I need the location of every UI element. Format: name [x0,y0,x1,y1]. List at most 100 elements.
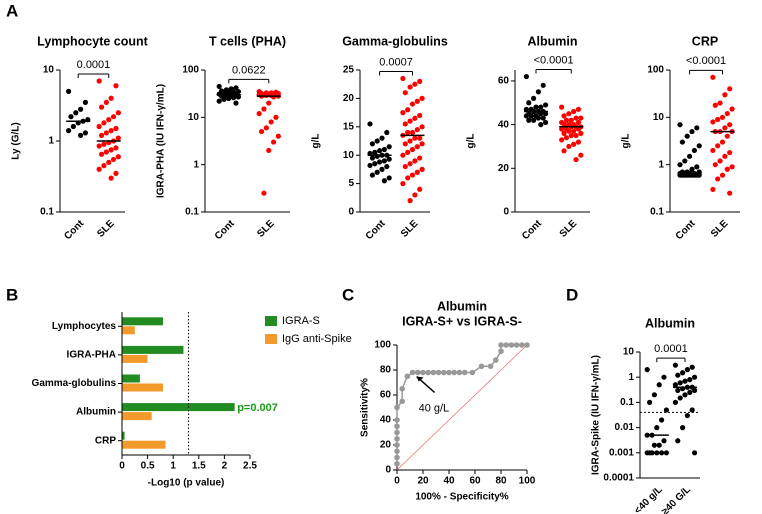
roc-point [399,398,406,405]
data-point [405,149,411,155]
y-tick-label: 60 [498,76,510,87]
x-tick-label: 1 [170,461,176,472]
roc-point [415,369,421,376]
data-point [679,139,686,145]
y-tick-label: Albumin [76,407,116,418]
data-point [651,442,658,448]
data-point [405,129,411,136]
x-tick-label: ≥40 G/L [660,484,693,514]
y-tick-label: 0.1 [40,207,54,218]
data-point [722,92,728,98]
bar [122,383,163,392]
data-point [372,161,378,167]
x-tick-label: 0.5 [141,461,155,472]
data-point [691,147,698,154]
data-point [412,192,418,198]
roc-point [456,369,463,376]
y-tick-label: 5 [348,178,354,189]
data-point [96,123,102,130]
y-tick-label: CRP [95,435,116,446]
x-tick-label: SLE [255,218,277,240]
p-value: 0.0001 [77,59,111,71]
data-point [566,111,572,117]
data-point [687,377,693,383]
data-point [689,128,695,135]
data-point [417,186,423,192]
y-tick-label: Lymphocytes [52,321,117,332]
data-point [96,78,102,84]
bar [122,345,184,354]
x-axis-label: -Log10 (p value) [148,478,225,489]
data-point [402,90,408,96]
y-axis-label: Sensitivity% [360,378,371,437]
data-point [672,399,679,405]
data-point [578,115,584,121]
y-tick-label: 1 [48,136,54,147]
data-point [568,117,574,123]
data-point [563,117,570,123]
data-point [231,95,237,101]
panel-label: C [342,285,354,304]
y-tick-label: 80 [380,365,392,376]
data-point [568,132,574,139]
data-point [727,149,733,156]
roc-point [498,342,504,348]
chart-title: CRP [692,34,718,48]
p-value: 0.0622 [232,64,266,76]
roc-point [404,373,411,380]
data-point [82,130,88,136]
panel-label: B [6,285,18,304]
data-point [108,175,114,181]
data-point [384,129,390,136]
p-value: <0.0001 [686,55,726,67]
data-point [233,85,239,91]
data-point [409,172,416,178]
data-point [533,104,539,110]
data-point [419,124,425,130]
data-point [647,399,653,405]
data-point [575,106,582,112]
data-point [715,143,721,149]
data-point [106,159,112,165]
chart-title: Lymphocyte count [37,34,148,48]
data-point [377,159,383,165]
chart-title: Albumin [437,299,487,313]
roc-point [394,435,400,442]
data-point [113,125,119,132]
data-point [115,110,121,116]
x-tick-label: 60 [469,476,481,487]
data-point [689,407,695,413]
data-point [412,115,418,121]
y-tick-label: 100 [374,340,391,351]
reference-line [396,344,528,471]
data-point [559,126,565,132]
data-point [543,111,549,117]
data-point [575,119,582,126]
data-point [715,116,721,123]
data-point [384,163,390,170]
data-point [261,106,267,112]
data-point [689,364,695,370]
data-point [677,395,683,401]
y-tick-label: 0.1 [185,207,199,218]
roc-point [394,442,400,448]
y-tick-label: 20 [498,163,510,174]
data-point [369,155,375,161]
data-point [692,387,698,393]
data-point [96,166,102,172]
y-axis-label: IGRA-PHA (IU IFN-γ/mL) [156,84,167,198]
data-point [694,125,700,131]
data-point [710,186,716,193]
x-tick-label: Cont [213,218,237,242]
panel-label: A [6,1,18,20]
data-point [656,442,662,448]
data-point [535,115,542,121]
data-point [266,100,272,106]
data-point [400,181,406,187]
data-point [377,148,383,154]
bar [122,403,235,412]
data-point [407,118,413,124]
y-tick-label: 15 [343,121,355,132]
bar [122,412,152,421]
data-point [677,162,683,168]
